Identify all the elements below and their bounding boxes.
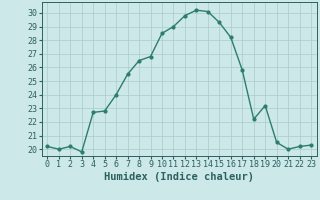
X-axis label: Humidex (Indice chaleur): Humidex (Indice chaleur) [104, 172, 254, 182]
